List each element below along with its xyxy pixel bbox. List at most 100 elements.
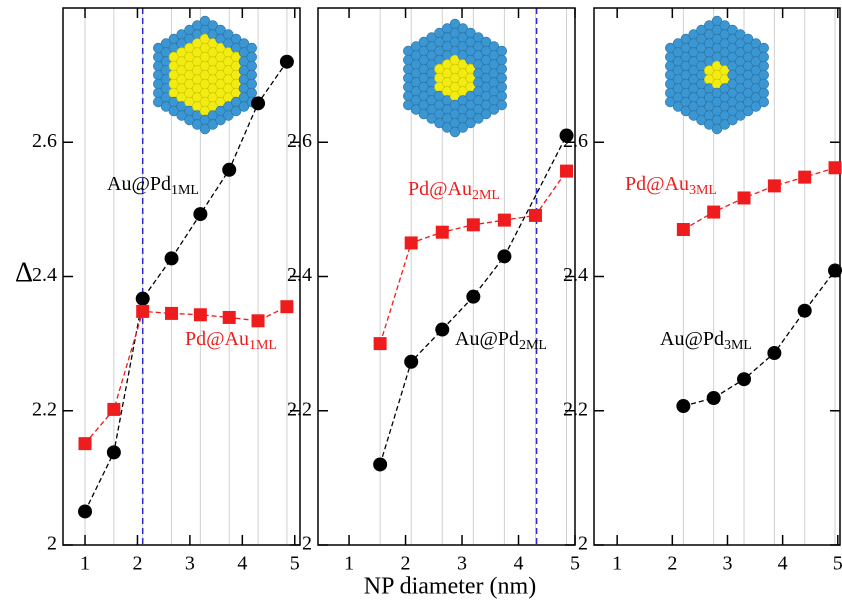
marker — [135, 291, 150, 306]
x-tick-label: 1 — [80, 553, 90, 575]
series-line — [379, 135, 568, 465]
annotation-subscript: 2ML — [519, 338, 547, 353]
marker — [466, 289, 481, 304]
atom — [238, 101, 250, 112]
marker — [373, 337, 387, 351]
x-tick-label: 1 — [612, 553, 622, 575]
atom — [449, 126, 461, 138]
atom — [215, 114, 226, 126]
atom — [496, 54, 507, 66]
marker — [676, 399, 691, 414]
atom — [457, 122, 468, 133]
marker — [559, 128, 574, 143]
annotation-subscript: 1ML — [171, 183, 199, 198]
series-line — [84, 61, 288, 512]
marker — [193, 207, 208, 222]
annotation-text: Pd@Au — [185, 328, 249, 350]
atom — [672, 101, 684, 112]
x-tick-label: 5 — [290, 553, 300, 575]
annotation: Au@Pd2ML — [455, 328, 547, 354]
x-tick-label: 2 — [401, 553, 411, 575]
atom — [184, 114, 195, 126]
atom — [758, 51, 769, 63]
atom — [168, 105, 180, 117]
marker — [767, 179, 781, 193]
marker — [193, 308, 207, 322]
marker — [435, 225, 449, 239]
atom — [192, 119, 203, 130]
x-tick-label: 2 — [667, 553, 677, 575]
atom — [496, 81, 507, 93]
nanoparticle-illustration — [665, 15, 769, 135]
atom — [735, 110, 746, 121]
marker — [107, 402, 121, 416]
atom — [246, 69, 257, 81]
y-tick-label: 2.2 — [563, 398, 588, 420]
atom — [434, 117, 445, 129]
atom — [223, 110, 234, 121]
atom — [696, 114, 707, 126]
marker — [164, 251, 179, 266]
atom — [758, 78, 769, 90]
atom — [160, 101, 172, 112]
annotation-text: Pd@Au — [625, 173, 689, 195]
y-tick-label: 2.2 — [287, 398, 312, 420]
y-tick-label: 2 — [302, 533, 312, 555]
marker — [466, 218, 480, 232]
y-axis-label: Δ — [15, 257, 33, 288]
marker — [828, 161, 842, 175]
atom — [246, 51, 257, 63]
atom — [465, 117, 476, 129]
annotation: Pd@Au1ML — [185, 328, 277, 354]
atom — [207, 119, 218, 130]
marker — [78, 504, 93, 519]
y-tick-label: 2.2 — [32, 398, 57, 420]
y-tick-label: 2.4 — [563, 264, 588, 286]
atom — [719, 119, 730, 130]
marker — [560, 164, 574, 178]
y-tick-label: 2.6 — [287, 130, 312, 152]
atom — [727, 114, 738, 126]
atom — [426, 113, 437, 124]
marker — [78, 437, 92, 451]
atom — [153, 96, 164, 108]
marker — [798, 170, 812, 184]
series-line — [683, 167, 836, 231]
marker — [222, 162, 237, 177]
atom — [704, 119, 715, 130]
atom — [418, 108, 430, 120]
x-tick-label: 4 — [778, 553, 788, 575]
atom — [246, 87, 257, 99]
atom — [496, 99, 507, 111]
atom — [758, 42, 769, 54]
atom — [230, 105, 242, 117]
atom — [758, 96, 769, 108]
atom — [246, 42, 257, 54]
atom — [758, 69, 769, 81]
atom — [246, 78, 257, 90]
annotation-subscript: 3ML — [689, 183, 717, 198]
atom — [246, 60, 257, 72]
marker — [797, 303, 812, 318]
marker — [136, 304, 150, 318]
atom — [488, 104, 500, 115]
atom — [496, 72, 507, 84]
atom — [665, 96, 676, 108]
marker — [737, 191, 751, 205]
atom — [750, 101, 762, 112]
x-tick-label: 5 — [833, 553, 842, 575]
marker — [767, 346, 782, 361]
x-tick-label: 3 — [457, 553, 467, 575]
atom — [199, 123, 211, 135]
marker — [165, 306, 179, 320]
atom — [496, 90, 507, 102]
annotation: Pd@Au2ML — [408, 178, 500, 204]
atom — [711, 123, 723, 135]
marker — [828, 263, 842, 278]
x-tick-label: 4 — [514, 553, 524, 575]
marker — [497, 213, 511, 227]
marker — [404, 354, 419, 369]
marker — [280, 300, 294, 314]
y-tick-label: 2 — [578, 533, 588, 555]
